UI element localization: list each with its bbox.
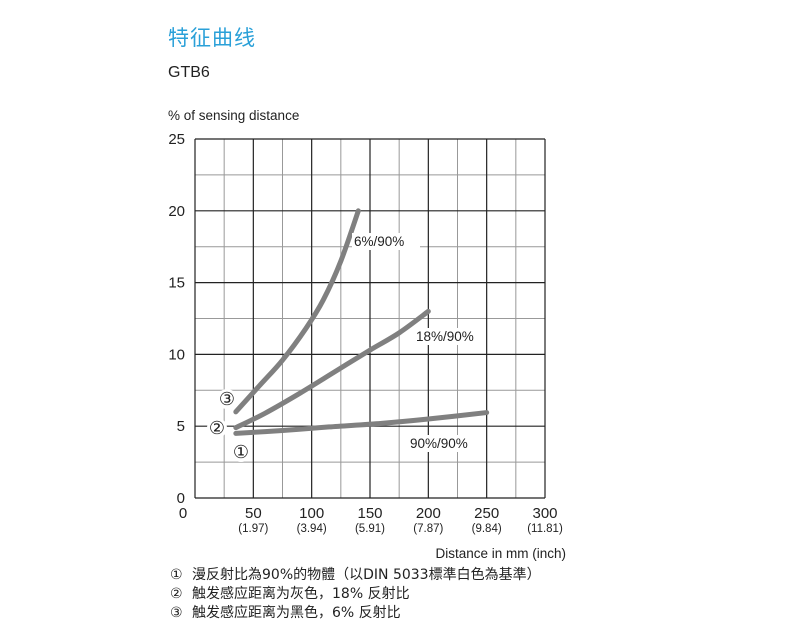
legend-marker-1: ① (170, 567, 183, 583)
series-marker-bg (207, 418, 227, 438)
legend: ① 漫反射比為90%的物體（以DIN 5033標準白色為基準） ② 触发感应距离为灰… (170, 566, 541, 623)
x-tick-label: 150 (357, 505, 382, 522)
legend-marker-3: ③ (170, 605, 183, 621)
page-title: 特征曲线 (168, 26, 256, 50)
y-tick-label: 0 (177, 490, 185, 507)
legend-text-2: 触发感应距离为灰色，18% 反射比 (192, 586, 410, 602)
product-name: GTB6 (168, 64, 210, 81)
series-line-2 (233, 308, 431, 431)
x-tick-sublabel: (3.94) (297, 523, 327, 535)
series-label-bg (414, 328, 482, 345)
series-marker-1: ① (233, 442, 249, 463)
y-tick-label: 25 (168, 131, 185, 148)
x-tick-label: 250 (474, 505, 499, 522)
legend-item-3: ③ 触发感应距离为黑色，6% 反射比 (170, 604, 541, 623)
legend-marker-2: ② (170, 586, 183, 602)
series-marker-2: ② (209, 418, 225, 439)
y-tick-label: 5 (177, 418, 185, 435)
x-tick-sublabel: (9.84) (472, 523, 502, 535)
x-tick-label: 300 (532, 505, 557, 522)
x-tick-label: 50 (245, 505, 262, 522)
y-axis-label: % of sensing distance (168, 108, 300, 123)
series-label-1: 90%/90% (410, 436, 468, 451)
series-marker-3: ③ (219, 389, 235, 410)
series-marker-bg (231, 442, 251, 462)
y-tick-label: 15 (168, 275, 185, 292)
x-tick-sublabel: (1.97) (238, 523, 268, 535)
series-marker-bg (217, 389, 237, 409)
series-line-1 (233, 410, 490, 436)
series-label-2: 18%/90% (416, 329, 474, 344)
series-label-bg (352, 233, 420, 250)
x-tick-sublabel: (5.91) (355, 523, 385, 535)
series-line-3 (233, 208, 361, 415)
legend-item-1: ① 漫反射比為90%的物體（以DIN 5033標準白色為基準） (170, 566, 541, 585)
x-tick-sublabel: (7.87) (413, 523, 443, 535)
legend-item-2: ② 触发感应距离为灰色，18% 反射比 (170, 585, 541, 604)
series-label-3: 6%/90% (354, 234, 404, 249)
legend-text-1: 漫反射比為90%的物體（以DIN 5033標準白色為基準） (192, 567, 541, 583)
y-tick-label: 20 (168, 203, 185, 220)
x-tick-label: 0 (179, 505, 187, 522)
y-tick-label: 10 (168, 346, 185, 363)
x-tick-sublabel: (11.81) (527, 523, 563, 535)
x-tick-label: 100 (299, 505, 324, 522)
series-label-bg (408, 435, 476, 452)
legend-text-3: 触发感应距离为黑色，6% 反射比 (192, 605, 401, 621)
x-tick-label: 200 (416, 505, 441, 522)
x-axis-label: Distance in mm (inch) (435, 546, 566, 561)
